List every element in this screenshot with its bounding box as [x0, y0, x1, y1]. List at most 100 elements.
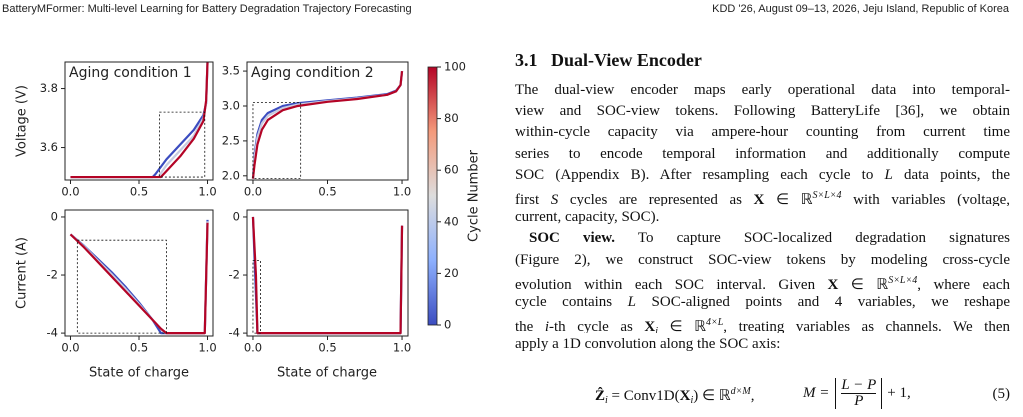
text-run: S×L×4 — [812, 190, 842, 201]
colorbar-tick-label: 20 — [444, 266, 459, 280]
y-tick-label: 3.8 — [40, 81, 58, 95]
x-tick-label: 0.0 — [244, 185, 262, 199]
text-run: X — [827, 276, 839, 291]
x-tick-label: 0.5 — [130, 341, 148, 355]
text-line: within-cycle capacity via ampere-hour co… — [515, 122, 1010, 142]
text-run: X — [644, 319, 656, 334]
figure: 0.0 0.5 1.0 3.6 3.8 Aging condition 1 Voltage … — [15, 60, 482, 381]
axes-frame — [246, 61, 409, 181]
axes-frame — [64, 209, 214, 337]
text-run: d×M — [730, 386, 751, 397]
text-run: ∈ ℝ — [658, 319, 706, 334]
text-run: X — [753, 192, 765, 206]
cycle-curve — [69, 222, 209, 335]
cycle-curve — [69, 221, 209, 335]
text-run: i — [655, 326, 658, 334]
text-run: cycle contains — [515, 294, 628, 310]
y-tick-label: -4 — [229, 326, 240, 340]
text-run: ∈ ℝ — [838, 276, 889, 291]
y-tick-label: 0 — [233, 209, 240, 223]
text-line: apply a 1D convolution along the SOC axi… — [515, 334, 1010, 354]
text-line: evolution within each SOC interval. Give… — [515, 271, 1010, 291]
running-header: KDD '26, August 09–13, 2026, Jeju Island… — [712, 3, 1009, 15]
text-line: view and SOC-view tokens. Following Batt… — [515, 101, 1010, 121]
y-tick-label: -2 — [229, 268, 240, 282]
text-run: current, capacity, SOC). — [515, 209, 660, 226]
section-title: Dual-View Encoder — [551, 50, 702, 70]
text-run: with variables (voltage, — [841, 192, 1010, 206]
text-run: i — [605, 395, 608, 406]
text-run: SOC (Appendix B). After resampling each … — [515, 166, 885, 183]
x-tick-label: 0.5 — [130, 185, 148, 199]
colorbar-label: Cycle Number — [467, 149, 482, 242]
text-line: SOC (Appendix B). After resampling each … — [515, 165, 1010, 185]
x-axis-label: State of charge — [277, 366, 377, 381]
text-run: -th cycle as — [549, 319, 645, 334]
text-line: first S cycles are represented as X ∈ ℝS… — [515, 186, 1010, 206]
x-tick-label: 1.0 — [198, 341, 216, 355]
text-run: S×L×4 — [888, 274, 918, 286]
cycle-curve — [251, 70, 404, 179]
colorbar-tick-label: 0 — [444, 318, 451, 332]
y-tick-label: 2.5 — [222, 133, 240, 147]
zoom-box — [159, 111, 206, 178]
y-axis-label: Voltage (V) — [15, 85, 30, 157]
panel-title: Aging condition 1 — [69, 65, 192, 81]
text-line: series to encode temporal information an… — [515, 144, 1010, 164]
text-run: Ẑ — [595, 388, 606, 404]
y-tick-label: 0 — [51, 209, 58, 223]
text-line: current, capacity, SOC). — [515, 207, 1010, 227]
cycle-curve — [251, 216, 404, 335]
cycle-curve — [251, 216, 404, 335]
equation-text: M = — [803, 384, 830, 401]
text-run: , treating variables as channels. We the… — [723, 319, 1010, 334]
text-run: L — [884, 166, 893, 183]
x-tick-label: 0.5 — [318, 185, 336, 199]
y-tick-label: -2 — [47, 268, 58, 282]
colorbar-tick-label: 80 — [444, 111, 459, 125]
text-run: X — [679, 388, 691, 404]
text-run: (Figure 2), we construct SOC-view tokens… — [515, 251, 1010, 268]
colorbar-tick-label: 40 — [444, 214, 459, 228]
equation-rhs: M = L − P P + 1, — [803, 378, 911, 409]
text-run: i — [690, 395, 694, 406]
panel-title: Aging condition 2 — [251, 65, 374, 81]
text-run: apply a 1D convolution along the SOC axi… — [515, 336, 781, 353]
text-run: To capture SOC-localized degradation sig… — [615, 230, 1010, 247]
y-tick-label: -4 — [47, 326, 58, 340]
text-run: , where each — [917, 276, 1010, 291]
text-run: view and SOC-view tokens. Following Batt… — [515, 103, 1010, 120]
text-run: evolution within each SOC interval. Give… — [515, 276, 828, 291]
text-run: ) ∈ ℝ — [693, 388, 731, 404]
y-axis-label: Current (A) — [15, 237, 30, 309]
x-tick-label: 1.0 — [198, 185, 216, 199]
text-run: SOC-aligned points and 4 variables, we r… — [636, 294, 1010, 310]
x-tick-label: 1.0 — [393, 341, 411, 355]
y-tick-label: 3.5 — [222, 64, 240, 78]
denominator: P — [854, 393, 864, 409]
zoom-box — [76, 239, 167, 334]
text-line: SOC view. To capture SOC-localized degra… — [529, 228, 1010, 248]
cycle-curve — [251, 70, 404, 179]
axes-frame — [64, 61, 214, 181]
running-header: BatteryMFormer: Multi-level Learning for… — [2, 3, 412, 15]
x-tick-label: 0.0 — [61, 341, 79, 355]
colorbar-tick-label: 60 — [444, 163, 459, 177]
y-tick-label: 3.0 — [222, 98, 240, 112]
text-run: the — [515, 319, 545, 334]
zoom-box — [252, 102, 302, 180]
cycle-curve — [251, 70, 404, 179]
text-run: series to encode temporal information an… — [515, 145, 1010, 162]
x-tick-label: 1.0 — [393, 185, 411, 199]
y-tick-label: 2.0 — [222, 168, 240, 182]
equation-number: (5) — [992, 386, 1011, 402]
text-line: the i-th cycle as Xi ∈ ℝ4×L, treating va… — [515, 313, 1010, 333]
y-tick-label: 3.6 — [40, 140, 58, 154]
x-tick-label: 0.0 — [61, 185, 79, 199]
section-heading: 3.1 Dual-View Encoder — [515, 50, 702, 71]
text-run: cycles are represented as — [558, 192, 754, 206]
equation-lhs: Ẑi = Conv1D(Xi) ∈ ℝd×M, — [595, 386, 755, 406]
numerator: L − P — [841, 377, 877, 394]
